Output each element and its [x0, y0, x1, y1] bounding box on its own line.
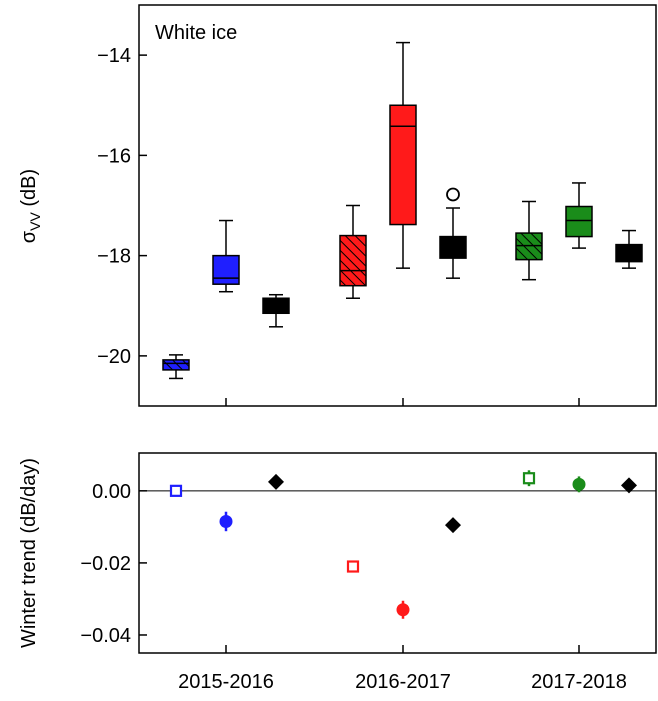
y-label-unit: (dB) — [18, 169, 40, 212]
box-5 — [439, 187, 467, 279]
box-4 — [389, 41, 417, 269]
bottom-y-axis-label: Winter trend (dB/day) — [18, 458, 40, 648]
marker-square — [346, 560, 360, 573]
box-body — [439, 235, 467, 259]
marker-circle — [219, 514, 233, 528]
bottom-y-ticks: 0.00 −0.02 −0.04 — [80, 481, 147, 647]
box-7 — [565, 182, 593, 249]
marker-diamond — [268, 473, 284, 490]
outlier-point — [446, 187, 460, 202]
box-1 — [212, 219, 240, 293]
box-6 — [515, 200, 543, 281]
marker-square — [522, 472, 536, 485]
box-8 — [615, 229, 643, 269]
marker-circle — [396, 603, 410, 617]
bottom-y-tick-label: −0.04 — [80, 625, 131, 647]
top-x-ticks — [225, 398, 580, 406]
bottom-y-tick-label: 0.00 — [92, 481, 131, 503]
box-hatch — [516, 233, 542, 260]
top-plot-frame — [138, 4, 657, 407]
top-y-tick-label: −20 — [97, 346, 131, 368]
top-y-tick-label: −16 — [97, 145, 131, 167]
box-2 — [262, 293, 290, 328]
marker-circle — [572, 477, 586, 491]
point-7 — [572, 476, 586, 493]
bottom-x-ticks: 2015-2016 2016-2017 2017-2018 — [178, 645, 627, 693]
bottom-y-tick-label: −0.02 — [80, 553, 131, 575]
bottom-plot-frame — [138, 452, 657, 654]
point-8 — [621, 477, 637, 494]
box-hatch — [163, 359, 189, 370]
box-body — [389, 104, 417, 226]
bottom-points — [169, 470, 637, 619]
top-y-ticks: −20 −18 −16 −14 — [97, 45, 147, 368]
box-0 — [162, 354, 190, 380]
x-category-label: 2016-2017 — [355, 671, 451, 693]
point-4 — [396, 600, 410, 619]
top-panel: White ice σVV (dB) −20 −18 −16 −14 — [18, 4, 657, 407]
bottom-panel: Winter trend (dB/day) 0.00 −0.02 −0.04 201… — [18, 452, 657, 693]
marker-diamond — [445, 517, 461, 534]
point-5 — [445, 517, 461, 534]
point-6 — [522, 470, 536, 487]
top-y-tick-label: −18 — [97, 246, 131, 268]
top-y-axis-label: σVV (dB) — [18, 169, 43, 243]
top-boxes — [162, 41, 643, 380]
point-2 — [268, 473, 284, 490]
marker-diamond — [621, 477, 637, 494]
box-3 — [339, 204, 367, 299]
box-hatch — [340, 235, 366, 286]
x-category-label: 2015-2016 — [178, 671, 274, 693]
y-label-sigma: σ — [18, 230, 40, 243]
marker-square — [169, 484, 183, 497]
point-0 — [169, 484, 183, 497]
point-1 — [219, 511, 233, 532]
box-body — [212, 254, 240, 285]
x-category-label: 2017-2018 — [531, 671, 627, 693]
panel-annotation: White ice — [155, 22, 237, 44]
top-y-tick-label: −14 — [97, 45, 131, 67]
box-body — [565, 205, 593, 238]
box-body — [262, 297, 290, 315]
point-3 — [346, 560, 360, 573]
y-label-subscript: VV — [27, 212, 43, 231]
